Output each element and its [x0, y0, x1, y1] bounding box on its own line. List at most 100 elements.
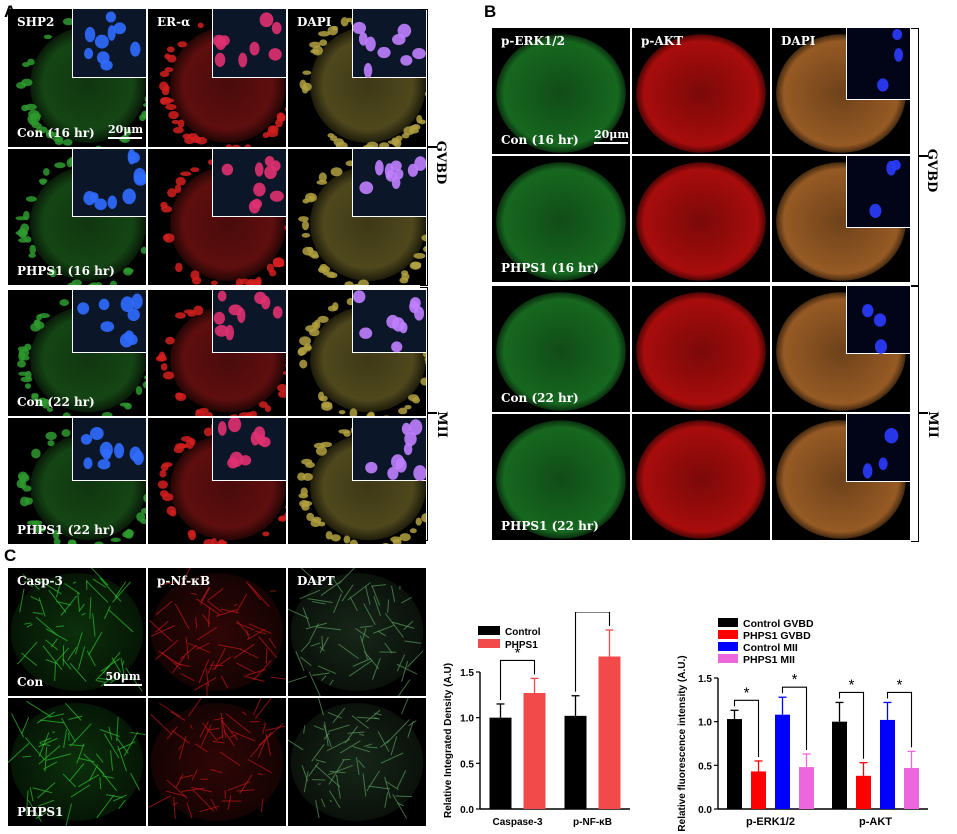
legend-label: PHPS1 GVBD — [743, 630, 811, 642]
inset-b-r4 — [846, 414, 910, 482]
micrograph-image — [636, 162, 766, 281]
bar-control-mii-2 — [880, 719, 895, 809]
legend-swatch — [718, 654, 738, 663]
stage-label-gvbd-a: GVBD — [433, 140, 449, 185]
y-tick-label: 0.5 — [698, 761, 712, 772]
y-tick-label: 1.5 — [698, 674, 712, 685]
micrograph-image — [496, 162, 626, 281]
column-label-a-3: DAPI — [297, 15, 332, 29]
micrograph-image — [8, 700, 146, 826]
stage-label-mii-a: MII — [433, 411, 449, 438]
micrograph-b-r3-c1: Con (22 hr) — [492, 286, 630, 412]
y-axis-label: Relative Integrated Density (A.U) — [443, 663, 454, 818]
micrograph-a-r3-c2 — [148, 290, 286, 416]
micrograph-image — [10, 568, 144, 692]
micrograph-a-r1-c2: ER-α — [148, 9, 286, 147]
micrograph-c-r1-c3: DAPT — [288, 568, 426, 696]
legend-label: Control — [505, 627, 541, 638]
chart-fluorescence-intensity: 0.0 0.5 1.0 1.5 Relative fluorescence intens… — [677, 618, 928, 832]
column-label-c-2: p-Nf-κB — [157, 574, 211, 588]
scale-bar-line — [108, 137, 142, 139]
micrograph-b-r4-c2 — [632, 414, 770, 540]
bar-phps1-1 — [523, 693, 546, 809]
micrograph-image — [148, 568, 286, 696]
micrograph-image — [496, 34, 626, 153]
row-label-a-1: Con (16 hr) — [17, 126, 95, 140]
legend-swatch — [478, 639, 500, 648]
inset-a-r1-c2 — [212, 9, 286, 78]
bar-control-gvbd-1 — [727, 719, 742, 809]
micrograph-image — [288, 698, 424, 821]
legend-label: Control GVBD — [743, 618, 814, 630]
micrograph-b-r2-c2 — [632, 156, 770, 282]
scale-bar-a: 20μm — [108, 123, 143, 139]
bracket-gvbd-b — [911, 28, 919, 286]
micrograph-b-r1-c2: p-AKT — [632, 28, 770, 154]
inset-image — [353, 290, 425, 353]
micrograph-a-r1-c1: SHP2 Con (16 hr) 20μm — [8, 9, 146, 147]
significance-marker: * — [744, 684, 750, 701]
column-label-b-3: DAPI — [781, 34, 816, 48]
micrograph-image — [636, 34, 766, 153]
inset-a-r3-c3 — [352, 290, 426, 353]
significance-bracket — [781, 686, 808, 750]
stage-label-gvbd-b: GVBD — [924, 148, 940, 193]
micrograph-b-r3-c3 — [772, 286, 910, 412]
bracket-gvbd-a-tick — [427, 146, 437, 148]
inset-image — [84, 11, 141, 71]
micrograph-c-r1-c1: Casp-3 Con 50μm — [8, 568, 146, 696]
micrograph-c-r1-c2: p-Nf-κB — [148, 568, 286, 696]
bar-phps1-mii-1 — [799, 767, 814, 809]
panel-letter-b: B — [484, 2, 497, 21]
significance-bracket — [838, 691, 865, 759]
inset-b-r3 — [846, 286, 910, 354]
bracket-mii-a — [420, 287, 428, 541]
micrograph-c-r2-c3 — [288, 698, 426, 826]
micrograph-a-r4-c3 — [288, 418, 426, 544]
bar-phps1-mii-2 — [904, 767, 919, 809]
legend-swatch — [718, 642, 738, 651]
micrograph-a-r4-c2 — [148, 418, 286, 544]
micrograph-b-r1-c3: DAPI — [772, 28, 910, 154]
legend-swatch — [478, 626, 500, 635]
inset-image — [221, 156, 284, 214]
scale-bar-line — [594, 142, 628, 144]
micrograph-b-r4-c1: PHPS1 (22 hr) — [492, 414, 630, 540]
inset-image — [83, 149, 146, 211]
panel-letter-c: C — [4, 546, 17, 565]
y-tick-label: 1.0 — [698, 718, 712, 729]
bracket-mii-b — [911, 286, 919, 542]
inset-image — [365, 419, 426, 481]
significance-bracket — [733, 699, 760, 757]
inset-b-r2 — [846, 156, 910, 228]
y-tick-label: 0.5 — [460, 759, 474, 770]
micrograph-image — [636, 292, 766, 411]
legend-swatch — [718, 618, 738, 627]
bar-phps1-2 — [598, 656, 621, 809]
chart-integrated-density: 0.0 0.5 1.0 1.5 Relative Integrated Density … — [443, 612, 630, 828]
column-label-a-1: SHP2 — [17, 15, 55, 29]
scale-bar-line — [104, 684, 142, 686]
significance-bracket — [574, 612, 611, 692]
row-label-a-4: PHPS1 (22 hr) — [17, 523, 115, 537]
inset-a-r2-c2 — [212, 149, 286, 217]
y-axis-label: Relative fluorescence intensity (A.U.) — [677, 655, 688, 831]
column-label-b-1: p-ERK1/2 — [501, 34, 566, 48]
inset-image — [359, 156, 426, 195]
micrograph-a-r2-c2 — [148, 149, 286, 285]
micrograph-c-r2-c2 — [148, 698, 286, 826]
bar-control-1 — [489, 717, 512, 809]
micrograph-b-r2-c1: PHPS1 (16 hr) — [492, 156, 630, 282]
legend-label: Control MII — [743, 642, 798, 654]
column-label-c-3: DAPT — [297, 574, 335, 588]
micrograph-b-r4-c3 — [772, 414, 910, 540]
category-label: p-AKT — [859, 816, 892, 828]
inset-a-r1-c3 — [352, 9, 426, 78]
row-label-b-3: Con (22 hr) — [501, 391, 579, 405]
category-label: p-ERK1/2 — [746, 816, 795, 828]
bracket-gvbd-b-tick — [918, 155, 928, 157]
bar-control-2 — [564, 715, 587, 809]
category-label: p-NF-κB — [573, 817, 612, 828]
micrograph-image — [636, 420, 766, 539]
bracket-gvbd-a — [420, 9, 428, 286]
